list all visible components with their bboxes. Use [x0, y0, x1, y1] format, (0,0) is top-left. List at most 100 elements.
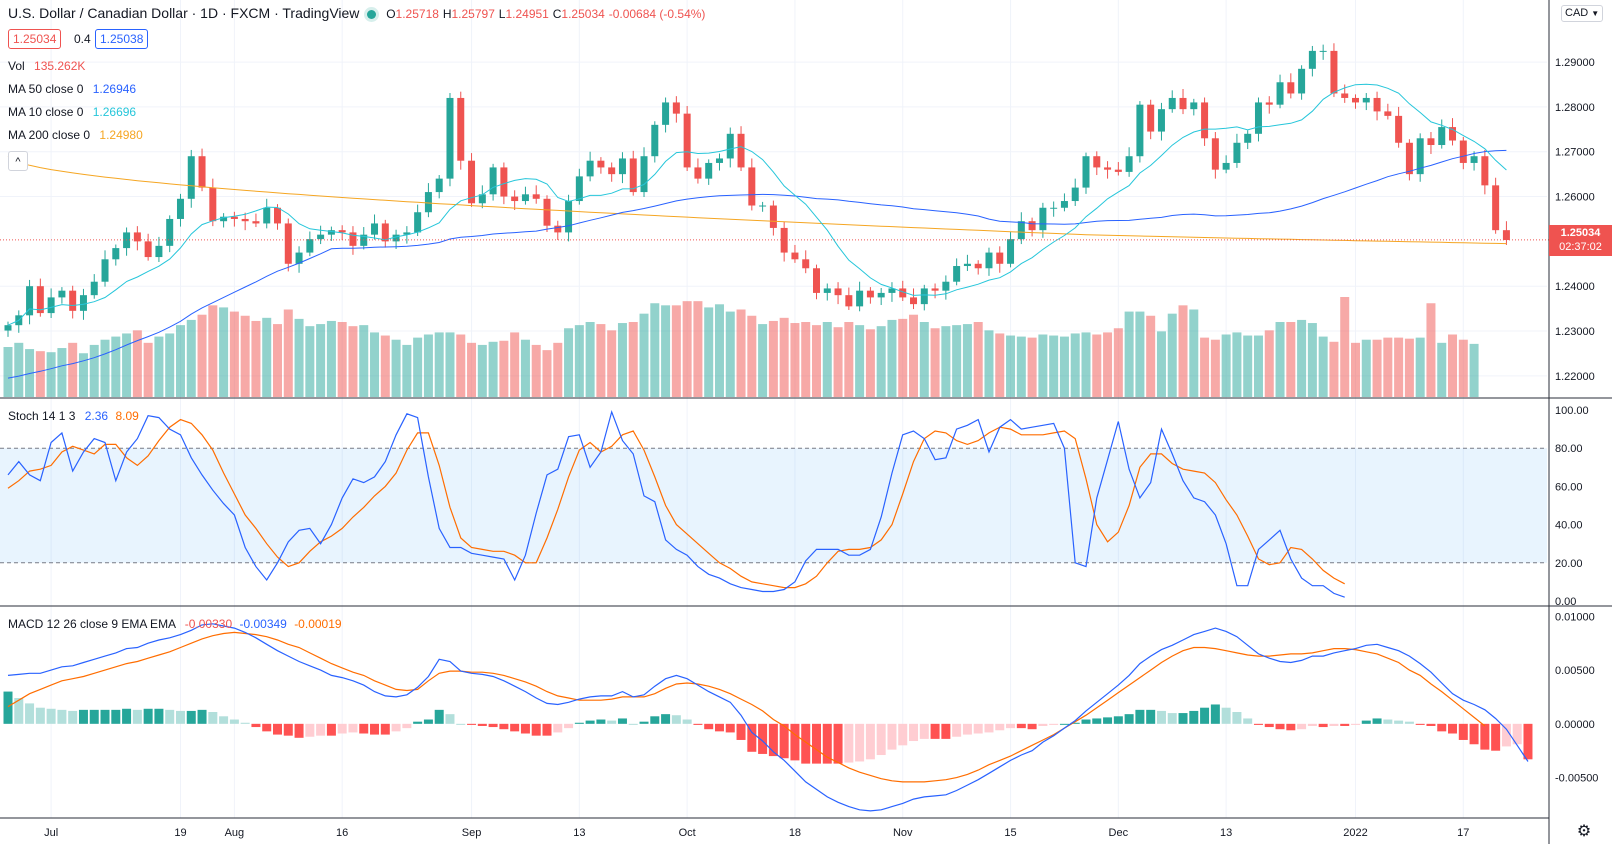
legend-ma200[interactable]: MA 200 close 0 1.24980: [8, 127, 143, 143]
macd-histogram-bar: [1383, 719, 1393, 724]
candle-body: [1082, 156, 1090, 188]
candle-body: [1265, 102, 1273, 105]
candle-body: [1276, 82, 1284, 105]
candle-body: [241, 218, 249, 222]
macd-histogram-bar: [175, 710, 185, 724]
legend-ma10[interactable]: MA 10 close 0 1.26696: [8, 104, 136, 120]
volume-bar: [337, 322, 347, 397]
candle-body: [36, 286, 44, 314]
volume-bar: [445, 332, 455, 397]
macd-histogram-bar: [1049, 723, 1059, 725]
macd-histogram-bar: [1221, 707, 1231, 724]
candle-body: [187, 156, 195, 199]
candle-body: [565, 201, 573, 233]
macd-histogram-bar: [1243, 718, 1253, 724]
candle-body: [1287, 82, 1295, 94]
volume-bar: [197, 314, 207, 397]
candle-body: [629, 158, 637, 193]
chart-settings-button[interactable]: ⚙: [1574, 822, 1594, 842]
macd-histogram-bar: [488, 723, 498, 728]
currency-selector[interactable]: CAD ▼: [1561, 5, 1604, 22]
sell-price-button[interactable]: 1.25034: [8, 29, 62, 49]
macd-histogram-bar: [1092, 718, 1102, 724]
macd-histogram-bar: [46, 708, 56, 724]
volume-bar: [661, 305, 671, 397]
candle-body: [780, 227, 788, 253]
candle-body: [823, 288, 831, 293]
macd-histogram-bar: [844, 723, 854, 763]
macd-histogram-bar: [607, 720, 617, 724]
legend-ma200-label: MA 200 close 0: [8, 128, 91, 142]
candle-body: [737, 133, 745, 168]
candle-body: [284, 223, 292, 264]
macd-histogram-bar: [14, 698, 24, 724]
stoch-legend[interactable]: Stoch 14 1 3 2.36 8.09: [8, 408, 139, 424]
stoch-d-value: 8.09: [115, 409, 139, 423]
volume-bar: [219, 307, 229, 397]
macd-histogram-bar: [995, 723, 1005, 731]
candle-body: [931, 288, 939, 291]
macd-histogram-bar: [89, 709, 99, 724]
price-axis-tick: 1.24000: [1555, 281, 1595, 293]
volume-bar: [1361, 339, 1371, 397]
legend-ma50[interactable]: MA 50 close 0 1.26946: [8, 81, 136, 97]
volume-bar: [294, 318, 304, 397]
volume-bar: [779, 317, 789, 397]
candle-body: [608, 167, 616, 175]
macd-histogram-bar: [639, 721, 649, 724]
candle-body: [1308, 50, 1316, 69]
macd-legend[interactable]: MACD 12 26 close 9 EMA EMA -0.00330 -0.0…: [8, 616, 342, 632]
legend-vol[interactable]: Vol 135.262K: [8, 58, 85, 74]
macd-histogram-bar: [1415, 723, 1425, 725]
macd-histogram-bar: [812, 723, 821, 764]
time-axis-tick: Dec: [1109, 827, 1129, 839]
macd-histogram-bar: [283, 723, 293, 736]
macd-histogram-bar: [553, 723, 563, 733]
ohlc-close-label: C: [552, 7, 562, 21]
macd-histogram-bar: [822, 723, 832, 764]
macd-histogram-bar: [370, 723, 380, 735]
ohlc-low: 1.24951: [505, 7, 549, 21]
volume-bar: [3, 347, 13, 397]
volume-bar: [768, 320, 778, 397]
macd-histogram-bar: [984, 723, 994, 733]
volume-bar: [240, 315, 250, 397]
macd-axis-tick: 0.01000: [1555, 611, 1595, 623]
volume-bar: [1383, 337, 1393, 397]
macd-histogram-bar: [219, 716, 229, 724]
macd-histogram-bar: [1167, 713, 1177, 724]
volume-bar: [1156, 331, 1166, 397]
macd-histogram-bar: [671, 715, 681, 724]
time-axis-tick: 17: [1457, 827, 1469, 839]
macd-histogram-bar: [952, 723, 962, 737]
candle-body: [435, 178, 443, 193]
candle-body: [274, 207, 281, 224]
macd-histogram-bar: [1006, 723, 1016, 729]
macd-histogram-bar: [1038, 723, 1048, 726]
macd-histogram-bar: [1156, 710, 1166, 724]
volume-bar: [423, 334, 433, 397]
macd-histogram-bar: [25, 703, 35, 724]
volume-bar: [1038, 334, 1048, 397]
macd-histogram-bar: [596, 719, 606, 724]
stoch-k-line: [7, 409, 1345, 598]
volume-bar: [909, 314, 919, 397]
candle-body: [996, 252, 1004, 264]
volume-bar: [995, 333, 1005, 397]
macd-histogram-bar: [1059, 723, 1069, 725]
buy-price-button[interactable]: 1.25038: [95, 29, 149, 49]
macd-histogram-bar: [1232, 712, 1242, 724]
candle-body: [1481, 156, 1489, 186]
macd-histogram-bar: [1458, 723, 1468, 740]
macd-histogram-bar: [1146, 709, 1156, 724]
volume-bar: [175, 325, 185, 397]
legend-collapse-button[interactable]: ^: [8, 151, 28, 171]
volume-bar: [585, 322, 595, 397]
stoch-axis-tick: 60.00: [1555, 481, 1583, 493]
time-axis-tick: 15: [1004, 827, 1016, 839]
time-axis-tick: 18: [789, 827, 801, 839]
candle-body: [220, 216, 228, 222]
macd-histogram-bar: [78, 709, 88, 724]
candle-body: [1395, 115, 1403, 143]
